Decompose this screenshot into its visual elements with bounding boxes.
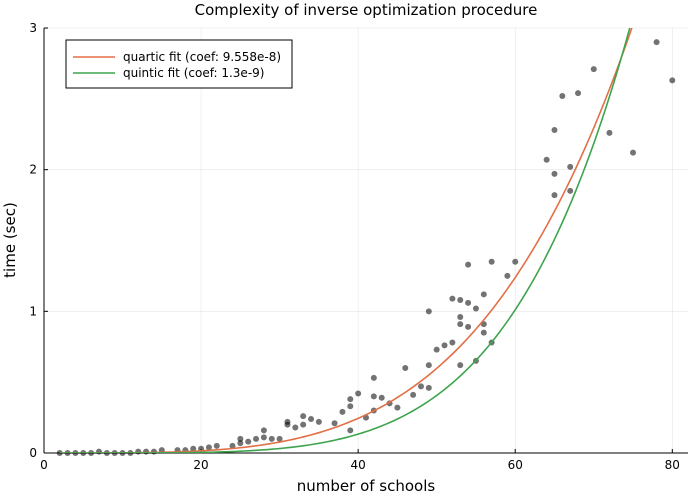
data-point [488, 258, 495, 265]
data-point [465, 323, 472, 330]
x-tick-label: 40 [351, 458, 366, 472]
data-point [425, 384, 432, 391]
scatter-points [56, 39, 676, 456]
data-point [559, 93, 566, 99]
plot-area [56, 28, 676, 456]
y-tick-label: 3 [29, 21, 37, 35]
data-point [347, 396, 354, 403]
data-point [590, 66, 597, 73]
data-point [292, 424, 299, 431]
data-point [567, 187, 574, 194]
data-point [457, 321, 464, 328]
data-point [315, 418, 322, 425]
data-point [190, 445, 197, 452]
data-point [575, 90, 582, 97]
data-point [669, 77, 676, 84]
data-point [606, 129, 613, 136]
data-point [465, 261, 472, 268]
data-point [402, 365, 409, 371]
data-point [543, 156, 550, 163]
data-point [355, 390, 362, 397]
x-tick-label: 80 [665, 458, 680, 472]
data-point [347, 427, 354, 434]
data-point [653, 39, 660, 46]
data-point [567, 163, 574, 170]
x-tick-label: 60 [508, 458, 523, 472]
data-point [253, 435, 260, 442]
data-point [480, 291, 487, 298]
data-point [425, 308, 432, 315]
data-point [284, 418, 291, 425]
data-point [150, 448, 157, 455]
data-point [229, 442, 236, 449]
data-point [417, 383, 424, 390]
data-point [237, 435, 244, 442]
data-point [472, 305, 479, 312]
data-point [300, 413, 307, 420]
data-point [268, 435, 275, 442]
data-point [441, 342, 448, 349]
data-point [260, 427, 267, 434]
y-tick-label: 2 [29, 163, 37, 177]
data-point [135, 448, 142, 455]
data-point [370, 393, 377, 400]
x-tick-label: 20 [193, 458, 208, 472]
y-tick-label: 1 [29, 304, 37, 318]
legend-box [65, 39, 293, 89]
data-point [512, 258, 519, 265]
x-axis-title: number of schools [297, 477, 436, 495]
data-point [457, 297, 464, 303]
data-point [347, 403, 354, 410]
data-point [551, 192, 558, 199]
data-point [449, 295, 456, 302]
data-point [245, 438, 252, 445]
legend-label-quintic: quintic fit (coef: 1.3e-9) [123, 66, 264, 80]
legend-label-quartic: quartic fit (coef: 9.558e-8) [123, 50, 281, 64]
y-tick-label: 0 [29, 446, 37, 460]
data-point [449, 339, 456, 346]
data-point [143, 448, 150, 455]
chart-title: Complexity of inverse optimization proce… [195, 1, 538, 19]
tick-labels: 0 20 40 60 80 0 1 2 3 [29, 21, 680, 472]
data-point [370, 374, 377, 381]
data-point [480, 329, 487, 336]
data-point [300, 421, 307, 428]
data-point [213, 442, 220, 449]
fit-lines [59, 28, 633, 453]
data-point [465, 299, 472, 306]
data-point [331, 420, 338, 427]
data-point [237, 440, 244, 447]
data-point [457, 362, 464, 369]
data-point [551, 170, 558, 177]
data-point [95, 448, 102, 455]
data-point [551, 127, 558, 133]
x-tick-label: 0 [40, 458, 48, 472]
data-point [378, 394, 385, 401]
data-point [425, 362, 432, 369]
y-axis-title: time (sec) [1, 202, 19, 278]
data-point [260, 434, 267, 441]
data-point [630, 149, 637, 156]
data-point [504, 272, 511, 279]
data-point [205, 444, 212, 451]
data-point [457, 314, 464, 320]
fit-line-quintic [59, 28, 631, 453]
data-point [339, 408, 346, 415]
data-point [410, 391, 417, 398]
data-point [276, 435, 283, 442]
legend: quartic fit (coef: 9.558e-8) quintic fit… [65, 39, 293, 89]
data-point [308, 416, 315, 422]
data-point [433, 346, 440, 353]
data-point [394, 404, 401, 411]
